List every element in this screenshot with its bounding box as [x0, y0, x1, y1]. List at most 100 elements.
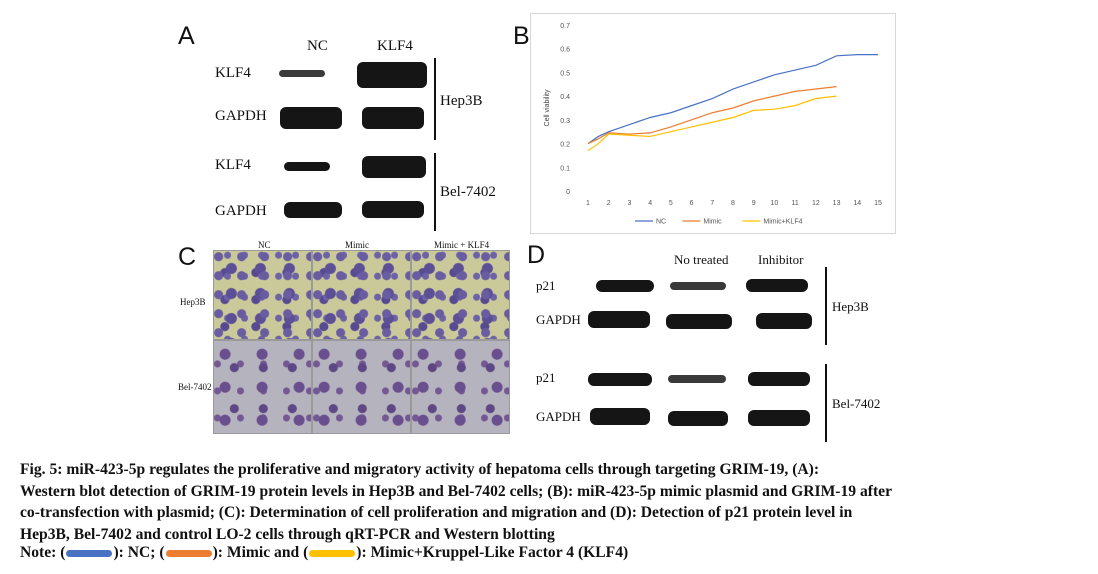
figure-note: Note: ( ): NC; ( ): Mimic and ( ): Mimic+Kr…: [20, 544, 628, 562]
panel-c-letter: C: [178, 243, 197, 271]
legend-label: Mimic+KLF4: [763, 219, 802, 226]
blot-band: [748, 410, 810, 426]
y-tick-label: 0.3: [560, 118, 570, 125]
group-bracket: [825, 267, 827, 345]
panel-d-group-bel: Bel-7402: [832, 396, 881, 411]
x-tick-label: 8: [731, 200, 735, 207]
x-tick-label: 13: [833, 200, 841, 207]
series-line: [587, 86, 837, 145]
blot-band: [668, 411, 728, 426]
panel-a-row-label: GAPDH: [215, 108, 267, 124]
y-tick-label: 0: [566, 189, 570, 196]
panel-c-col-label: NC: [258, 240, 271, 250]
blot-band: [362, 107, 424, 129]
panel-c-row-label: Bel-7402: [178, 382, 212, 392]
x-tick-label: 9: [752, 200, 756, 207]
x-tick-label: 10: [771, 200, 779, 207]
panel-a-group-hep3b: Hep3B: [440, 93, 483, 109]
x-tick-label: 4: [648, 200, 652, 207]
panel-d-row-label: GAPDH: [536, 312, 581, 327]
note-text: ): NC; (: [113, 544, 165, 561]
panel-d-col-nt: No treated: [674, 252, 729, 267]
panel-a-row-label: KLF4: [215, 157, 251, 173]
micrograph: [213, 250, 312, 340]
panel-a-row-label: GAPDH: [215, 203, 267, 219]
blot-band: [588, 311, 650, 328]
x-tick-label: 15: [874, 200, 882, 207]
blot-band: [590, 408, 650, 425]
group-bracket: [434, 153, 436, 231]
panel-d-letter: D: [527, 241, 546, 269]
group-bracket: [434, 58, 436, 140]
blot-band: [668, 375, 726, 383]
figure-caption: Fig. 5: miR-423-5p regulates the prolife…: [20, 459, 1080, 545]
x-tick-label: 2: [607, 200, 611, 207]
panel-c-col-label: Mimic + KLF4: [434, 240, 490, 250]
caption-line: Western blot detection of GRIM-19 protei…: [20, 482, 893, 500]
blot-band: [670, 282, 726, 290]
blot-band: [748, 372, 810, 386]
y-tick-label: 0.1: [560, 165, 570, 172]
blot-band: [666, 314, 732, 329]
blot-band: [362, 201, 424, 218]
panel-b-letter: B: [513, 22, 530, 50]
micrograph: [213, 340, 312, 434]
note-text: Note: (: [20, 544, 66, 561]
micrograph: [411, 340, 510, 434]
panel-d-row-label: p21: [536, 278, 556, 293]
note-text: ): Mimic and (: [212, 544, 309, 561]
blot-band: [362, 156, 426, 178]
blot-band: [357, 62, 427, 88]
micrograph: [411, 250, 510, 340]
panel-c-col-label: Mimic: [345, 240, 369, 250]
group-bracket: [825, 364, 827, 442]
blot-band: [284, 162, 330, 171]
panel-a-group-bel: Bel-7402: [440, 184, 496, 200]
mimic-klf4-swatch: [309, 549, 356, 557]
micrograph: [312, 340, 411, 434]
panel-a-letter: A: [178, 22, 195, 50]
blot-band: [756, 313, 812, 329]
caption-line: Hep3B, Bel-7402 and control LO-2 cells t…: [20, 525, 555, 543]
micrograph: [312, 250, 411, 340]
blot-band: [588, 373, 652, 386]
x-tick-label: 6: [690, 200, 694, 207]
y-tick-label: 0.5: [560, 70, 570, 77]
y-tick-label: 0.2: [560, 142, 570, 149]
panel-a-col-klf4: KLF4: [377, 38, 413, 54]
blot-band: [279, 70, 325, 77]
legend-label: Mimic: [703, 219, 722, 226]
y-tick-label: 0.7: [560, 23, 570, 30]
series-line: [587, 54, 878, 145]
x-tick-label: 7: [710, 200, 714, 207]
x-tick-label: 3: [627, 200, 631, 207]
line-chart-frame: 0 0.1 0.2 0.3 0.4 0.5 0.6 0.7 1 2 3 4 5 6 7 8 9 10 11 12 13 1…: [530, 13, 896, 234]
note-text: ): Mimic+Kruppel-Like Factor 4 (KLF4): [356, 544, 629, 561]
x-tick-label: 5: [669, 200, 673, 207]
panel-d-col-inh: Inhibitor: [758, 252, 804, 267]
blot-band: [280, 107, 342, 129]
panel-d-group-hep3b: Hep3B: [832, 299, 869, 314]
panel-a-col-nc: NC: [307, 38, 328, 54]
x-tick-label: 1: [586, 200, 590, 207]
y-tick-label: 0.6: [560, 47, 570, 54]
blot-band: [596, 280, 654, 292]
y-axis-label: Cell viability: [544, 89, 551, 126]
panel-d-row-label: GAPDH: [536, 409, 581, 424]
y-tick-label: 0.4: [560, 94, 570, 101]
panel-d-row-label: p21: [536, 370, 556, 385]
caption-line: co-transfection with plasmid; (C): Deter…: [20, 504, 853, 521]
blot-band: [746, 279, 808, 292]
mimic-swatch: [165, 549, 212, 557]
series-line: [587, 95, 837, 152]
panel-a-row-label: KLF4: [215, 65, 251, 81]
nc-swatch: [66, 549, 113, 557]
x-tick-label: 11: [792, 200, 799, 207]
line-chart: 00.10.20.30.40.50.60.71 2 3 4 5 6 7 8 9 10 11 12 13 1…: [544, 23, 882, 226]
legend-label: NC: [656, 219, 666, 226]
panel-c-row-label: Hep3B: [180, 297, 206, 307]
blot-band: [284, 202, 342, 218]
caption-line: Fig. 5: miR-423-5p regulates the prolife…: [20, 461, 820, 478]
x-tick-label: 12: [812, 200, 820, 207]
x-tick-label: 14: [853, 200, 861, 207]
